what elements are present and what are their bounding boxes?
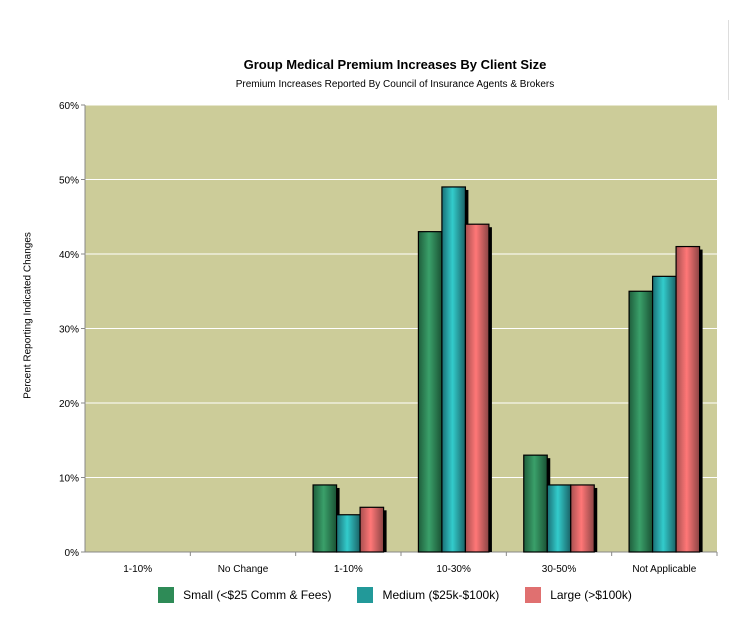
x-tick-label: 30-50% bbox=[542, 564, 577, 575]
legend-swatch bbox=[525, 587, 542, 603]
legend-label: Large (>$100k) bbox=[550, 588, 632, 602]
y-tick-label: 30% bbox=[59, 325, 79, 336]
x-tick-label: No Change bbox=[218, 564, 269, 575]
y-tick-label: 60% bbox=[59, 101, 79, 112]
bar-small bbox=[417, 231, 443, 553]
legend-swatch bbox=[158, 587, 175, 603]
bar-medium bbox=[546, 484, 572, 553]
bar-large bbox=[675, 245, 701, 553]
y-tick-label: 50% bbox=[59, 176, 79, 187]
bar-medium bbox=[441, 186, 467, 553]
chart-title: Group Medical Premium Increases By Clien… bbox=[243, 57, 547, 72]
bar-large bbox=[464, 223, 490, 553]
bar-small bbox=[523, 454, 548, 553]
bar-medium bbox=[651, 275, 677, 553]
legend: Small (<$25 Comm & Fees) Medium ($25k-$10… bbox=[0, 587, 730, 603]
legend-item: Medium ($25k-$100k) bbox=[357, 587, 499, 603]
bar-large bbox=[359, 506, 385, 553]
y-tick-label: 0% bbox=[65, 548, 80, 559]
divider bbox=[728, 20, 729, 100]
y-tick-label: 40% bbox=[59, 250, 79, 261]
chart-subtitle: Premium Increases Reported By Council of… bbox=[235, 79, 555, 90]
x-tick-label: 1-10% bbox=[334, 564, 363, 575]
x-tick-label: 10-30% bbox=[436, 564, 471, 575]
bar-large bbox=[570, 484, 595, 553]
y-tick-label: 20% bbox=[59, 399, 79, 410]
x-tick-label: Not Applicable bbox=[632, 564, 696, 575]
legend-item: Large (>$100k) bbox=[525, 587, 632, 603]
bar-small bbox=[312, 484, 338, 553]
legend-label: Small (<$25 Comm & Fees) bbox=[183, 588, 332, 602]
legend-label: Medium ($25k-$100k) bbox=[382, 588, 500, 602]
y-tick-label: 10% bbox=[59, 474, 79, 485]
x-tick-label: 1-10% bbox=[123, 564, 152, 575]
legend-item: Small (<$25 Comm & Fees) bbox=[158, 587, 331, 603]
bar-medium bbox=[335, 514, 361, 553]
bar-small bbox=[628, 290, 654, 553]
legend-swatch bbox=[357, 587, 374, 603]
